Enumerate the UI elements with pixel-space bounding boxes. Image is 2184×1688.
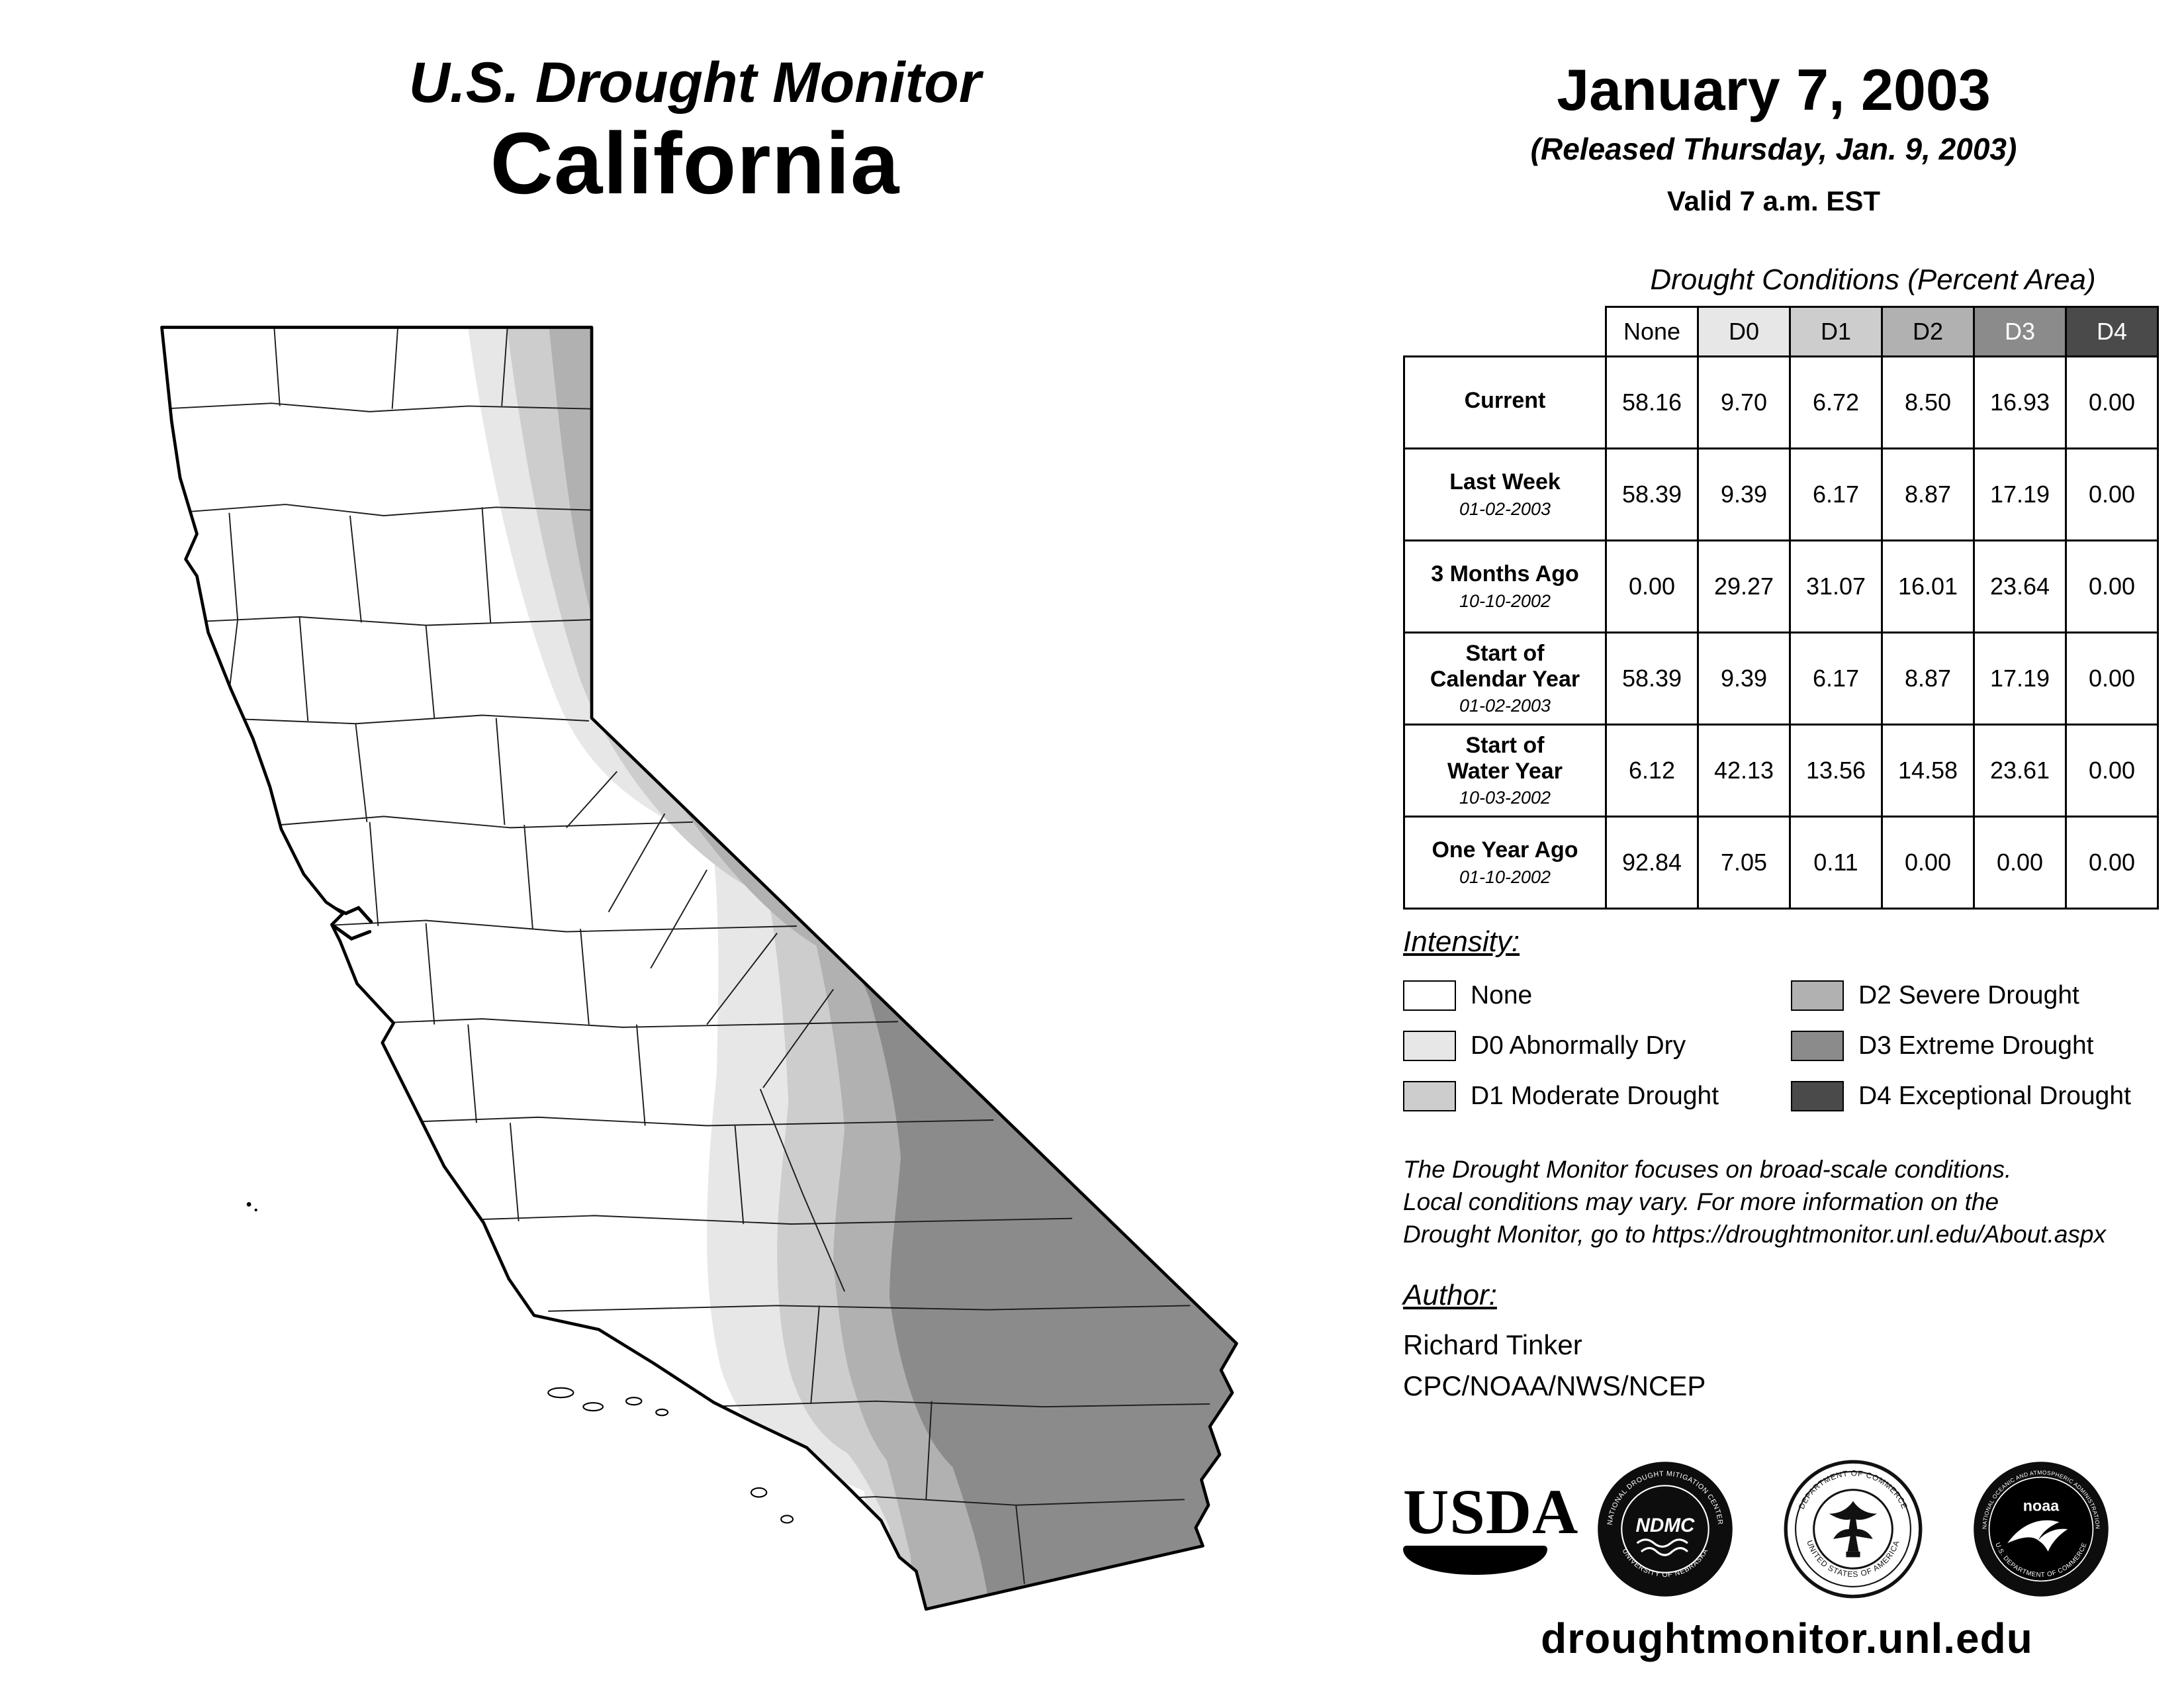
legend-swatch-none <box>1403 980 1456 1011</box>
county-boundaries <box>161 327 1210 1607</box>
commerce-seal-icon: DEPARTMENT OF COMMERCE UNITED STATES OF … <box>1784 1460 1923 1599</box>
table-row: Current 58.16 9.70 6.72 8.50 16.93 0.00 <box>1403 355 2159 449</box>
table-cell: 42.13 <box>1697 724 1791 818</box>
legend-item: D4 Exceptional Drought <box>1791 1079 2131 1113</box>
column-header-d4: D4 <box>2065 306 2159 357</box>
table-header: None D0 D1 D2 D3 D4 <box>1404 306 2159 357</box>
state-title: California <box>490 115 900 212</box>
intensity-legend: Intensity: None D0 Abnormally Dry D1 Mod… <box>1403 925 2177 1113</box>
map-date: January 7, 2003 <box>1557 57 1991 122</box>
table-cell: 0.11 <box>1789 816 1883 910</box>
table-cell: 9.39 <box>1697 447 1791 541</box>
table-cell: 0.00 <box>2065 816 2159 910</box>
table-cell: 8.50 <box>1881 355 1975 449</box>
table-cell: 17.19 <box>1973 632 2067 726</box>
map-titles: U.S. Drought Monitor California <box>265 53 1125 210</box>
released-date: (Released Thursday, Jan. 9, 2003) <box>1530 132 2017 166</box>
farallon-islands <box>246 1201 257 1212</box>
table-cell: 6.72 <box>1789 355 1883 449</box>
table-cell: 0.00 <box>1881 816 1975 910</box>
state-outline <box>160 326 1238 1611</box>
table-corner <box>1404 306 1606 357</box>
table-cell: 0.00 <box>1605 539 1699 633</box>
legend-item: D2 Severe Drought <box>1791 978 2131 1013</box>
row-label: One Year Ago 01-10-2002 <box>1403 816 1607 910</box>
column-header-d0: D0 <box>1697 306 1791 357</box>
row-label: Current <box>1403 355 1607 449</box>
footer-url: droughtmonitor.unl.edu <box>1541 1615 2033 1662</box>
table-row: 3 Months Ago 10-10-2002 0.00 29.27 31.07… <box>1403 539 2159 633</box>
disclaimer-text: The Drought Monitor focuses on broad-sca… <box>1403 1156 2106 1248</box>
table-cell: 6.17 <box>1789 632 1883 726</box>
table-cell: 8.87 <box>1881 632 1975 726</box>
legend-item: D1 Moderate Drought <box>1403 1079 1791 1113</box>
author-name: Richard Tinker <box>1403 1329 1582 1360</box>
table-cell: 9.70 <box>1697 355 1791 449</box>
table-cell: 6.12 <box>1605 724 1699 818</box>
row-label: 3 Months Ago 10-10-2002 <box>1403 539 1607 633</box>
table-cell: 17.19 <box>1973 447 2067 541</box>
table-cell: 0.00 <box>2065 447 2159 541</box>
svg-text:NDMC: NDMC <box>1636 1515 1696 1536</box>
table-cell: 0.00 <box>1973 816 2067 910</box>
table-cell: 23.64 <box>1973 539 2067 633</box>
usda-logo: USDA <box>1403 1479 1578 1575</box>
legend-title: Intensity: <box>1403 925 1520 958</box>
usda-swoosh-bar <box>1403 1546 1547 1575</box>
row-label: Start of Calendar Year 01-02-2003 <box>1403 632 1607 726</box>
legend-item: D0 Abnormally Dry <box>1403 1029 1791 1063</box>
table-cell: 58.39 <box>1605 447 1699 541</box>
column-header-d3: D3 <box>1973 306 2067 357</box>
program-title: U.S. Drought Monitor <box>408 51 981 115</box>
legend-swatch-d4 <box>1791 1081 1844 1111</box>
drought-conditions-table: None D0 D1 D2 D3 D4 Current 58.16 9.70 6… <box>1403 306 2159 910</box>
table-cell: 58.16 <box>1605 355 1699 449</box>
table-cell: 0.00 <box>2065 355 2159 449</box>
legend-swatch-d0 <box>1403 1031 1456 1061</box>
table-cell: 0.00 <box>2065 632 2159 726</box>
table-title: Drought Conditions (Percent Area) <box>1650 263 2096 296</box>
author-org: CPC/NOAA/NWS/NCEP <box>1403 1370 1706 1401</box>
column-header-none: None <box>1605 306 1699 357</box>
table-row: Start of Water Year 10-03-2002 6.12 42.1… <box>1403 724 2159 818</box>
legend-swatch-d1 <box>1403 1081 1456 1111</box>
svg-text:noaa: noaa <box>2023 1497 2060 1514</box>
table-cell: 0.00 <box>2065 539 2159 633</box>
table-cell: 16.01 <box>1881 539 1975 633</box>
column-header-d2: D2 <box>1881 306 1975 357</box>
california-drought-map <box>160 326 1238 1611</box>
table-cell: 0.00 <box>2065 724 2159 818</box>
agency-logos: USDA NATIONAL DROUGHT MITIGATION CENTER … <box>1403 1456 2111 1602</box>
table-cell: 23.61 <box>1973 724 2067 818</box>
row-label: Start of Water Year 10-03-2002 <box>1403 724 1607 818</box>
table-cell: 58.39 <box>1605 632 1699 726</box>
table-cell: 9.39 <box>1697 632 1791 726</box>
table-cell: 13.56 <box>1789 724 1883 818</box>
table-cell: 14.58 <box>1881 724 1975 818</box>
table-row: Last Week 01-02-2003 58.39 9.39 6.17 8.8… <box>1403 447 2159 541</box>
channel-islands <box>547 1387 794 1524</box>
legend-item: None <box>1403 978 1791 1013</box>
table-row: Start of Calendar Year 01-02-2003 58.39 … <box>1403 632 2159 726</box>
valid-time: Valid 7 a.m. EST <box>1666 185 1881 216</box>
table-cell: 8.87 <box>1881 447 1975 541</box>
table-cell: 29.27 <box>1697 539 1791 633</box>
legend-item: D3 Extreme Drought <box>1791 1029 2131 1063</box>
legend-swatch-d3 <box>1791 1031 1844 1061</box>
date-header: January 7, 2003 (Released Thursday, Jan.… <box>1377 61 2171 217</box>
legend-swatch-d2 <box>1791 980 1844 1011</box>
column-header-d1: D1 <box>1789 306 1883 357</box>
table-cell: 16.93 <box>1973 355 2067 449</box>
author-heading: Author: <box>1403 1279 1497 1311</box>
table-cell: 92.84 <box>1605 816 1699 910</box>
row-label: Last Week 01-02-2003 <box>1403 447 1607 541</box>
author-block: Author: Richard Tinker CPC/NOAA/NWS/NCEP <box>1403 1279 1706 1402</box>
table-cell: 6.17 <box>1789 447 1883 541</box>
noaa-seal-icon: NATIONAL OCEANIC AND ATMOSPHERIC ADMINIS… <box>1974 1462 2109 1597</box>
table-cell: 7.05 <box>1697 816 1791 910</box>
table-cell: 31.07 <box>1789 539 1883 633</box>
ndmc-seal-icon: NATIONAL DROUGHT MITIGATION CENTER UNIVE… <box>1598 1462 1733 1597</box>
table-row: One Year Ago 01-10-2002 92.84 7.05 0.11 … <box>1403 816 2159 910</box>
